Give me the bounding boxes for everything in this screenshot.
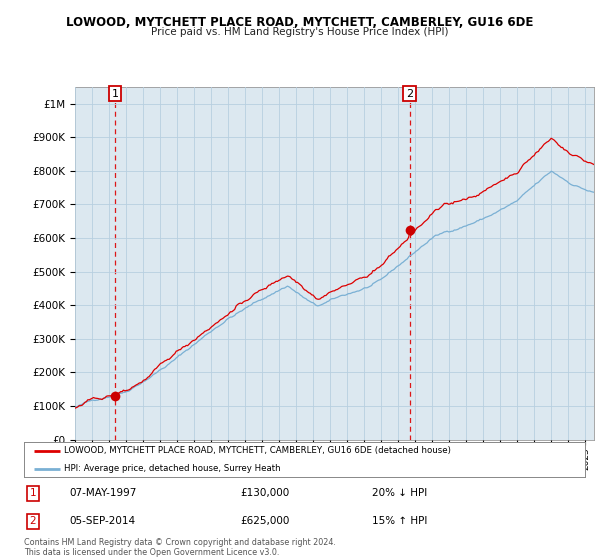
Text: 05-SEP-2014: 05-SEP-2014	[69, 516, 135, 526]
Text: 07-MAY-1997: 07-MAY-1997	[69, 488, 136, 498]
Text: 2: 2	[29, 516, 37, 526]
Text: 20% ↓ HPI: 20% ↓ HPI	[372, 488, 427, 498]
Text: HPI: Average price, detached house, Surrey Heath: HPI: Average price, detached house, Surr…	[64, 464, 281, 473]
Text: £130,000: £130,000	[240, 488, 289, 498]
Text: 1: 1	[112, 88, 118, 99]
Text: LOWOOD, MYTCHETT PLACE ROAD, MYTCHETT, CAMBERLEY, GU16 6DE: LOWOOD, MYTCHETT PLACE ROAD, MYTCHETT, C…	[67, 16, 533, 29]
Text: 2: 2	[406, 88, 413, 99]
Text: 1: 1	[29, 488, 37, 498]
Text: 15% ↑ HPI: 15% ↑ HPI	[372, 516, 427, 526]
Text: £625,000: £625,000	[240, 516, 289, 526]
Text: LOWOOD, MYTCHETT PLACE ROAD, MYTCHETT, CAMBERLEY, GU16 6DE (detached house): LOWOOD, MYTCHETT PLACE ROAD, MYTCHETT, C…	[64, 446, 451, 455]
Text: Price paid vs. HM Land Registry's House Price Index (HPI): Price paid vs. HM Land Registry's House …	[151, 27, 449, 37]
Text: Contains HM Land Registry data © Crown copyright and database right 2024.
This d: Contains HM Land Registry data © Crown c…	[24, 538, 336, 557]
